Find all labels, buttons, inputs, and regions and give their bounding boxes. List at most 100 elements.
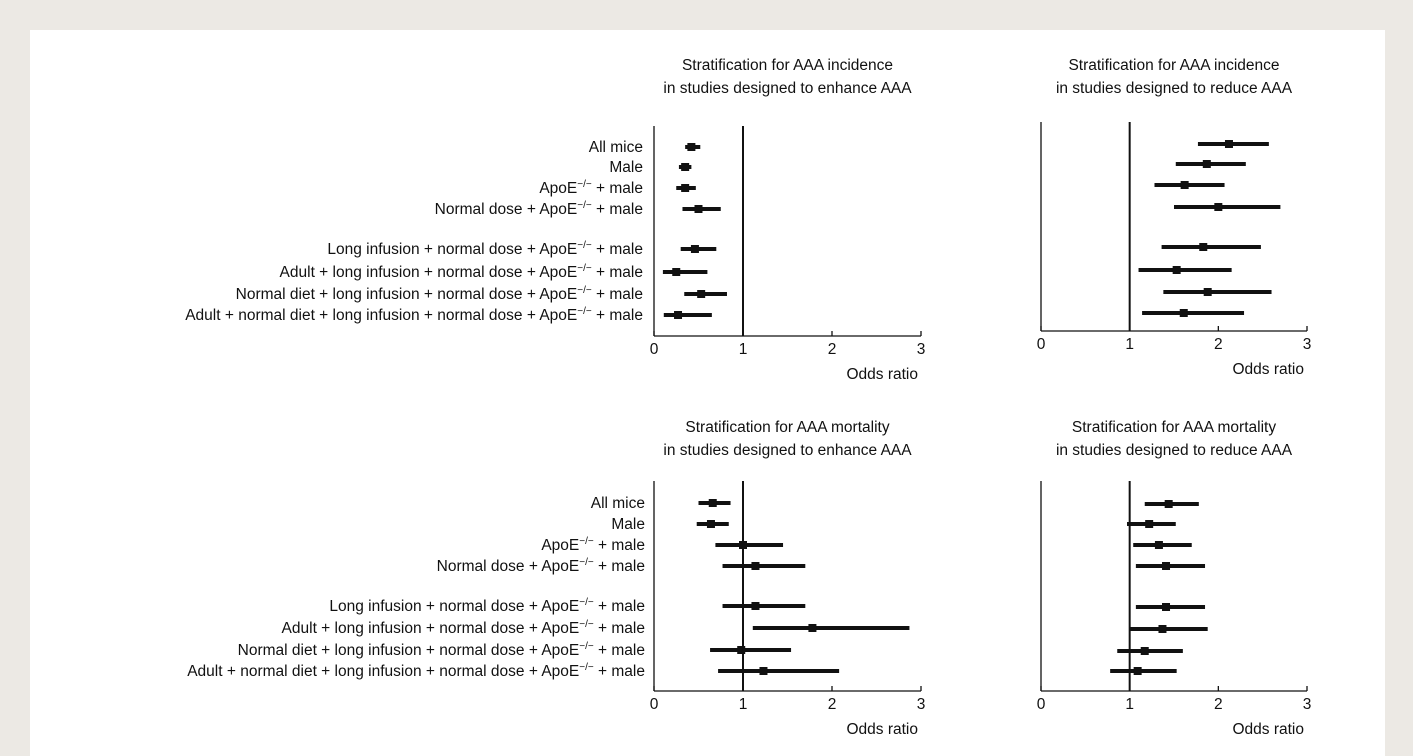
x-tick-label: 2 xyxy=(1214,336,1223,353)
category-label: Adult + long infusion + normal dose + Ap… xyxy=(280,263,643,281)
category-label-text: Normal dose + ApoE xyxy=(435,201,578,218)
point-estimate xyxy=(697,290,706,298)
x-tick-label: 0 xyxy=(1037,336,1046,353)
point-estimate xyxy=(681,163,690,171)
point-estimate xyxy=(1203,288,1212,296)
chart-title-line-1: Stratification for AAA incidence xyxy=(682,57,893,74)
forest-plot-figure: Stratification for AAA incidence in studi… xyxy=(185,57,1312,738)
point-estimate xyxy=(1145,520,1154,528)
category-label: Normal diet + long infusion + normal dos… xyxy=(238,641,645,659)
point-estimate xyxy=(1202,160,1211,168)
x-tick-label: 2 xyxy=(1214,696,1223,713)
category-label: All mice xyxy=(589,139,643,156)
category-label: Male xyxy=(611,516,645,533)
category-label: Adult + long infusion + normal dose + Ap… xyxy=(282,619,645,637)
category-label-superscript: −/− xyxy=(579,641,594,652)
category-label: ApoE−/− + male xyxy=(541,536,645,554)
point-estimate xyxy=(1172,266,1181,274)
category-label-superscript: −/− xyxy=(577,240,592,251)
point-estimate xyxy=(1180,181,1189,189)
chart-title-line-2: in studies designed to enhance AAA xyxy=(663,442,912,459)
point-estimate xyxy=(672,268,681,276)
category-label-superscript: −/− xyxy=(579,597,594,608)
category-label: ApoE−/− + male xyxy=(539,179,643,197)
category-label-text: All mice xyxy=(591,495,645,512)
x-tick-label: 0 xyxy=(650,341,659,358)
chart-title-line-2: in studies designed to reduce AAA xyxy=(1056,80,1293,97)
category-label-superscript: −/− xyxy=(577,285,592,296)
x-tick-label: 1 xyxy=(1125,696,1134,713)
figure-panel: Stratification for AAA incidence in studi… xyxy=(30,30,1385,756)
category-label: Adult + normal diet + long infusion + no… xyxy=(185,306,643,324)
category-label-suffix: + male xyxy=(594,663,645,680)
point-estimate xyxy=(687,143,696,151)
category-label-superscript: −/− xyxy=(579,662,594,673)
category-label-text: Adult + long infusion + normal dose + Ap… xyxy=(282,620,580,637)
x-axis-label: Odds ratio xyxy=(846,721,918,738)
category-label: Normal dose + ApoE−/− + male xyxy=(437,557,645,575)
chart-title-line-1: Stratification for AAA incidence xyxy=(1068,57,1279,74)
point-estimate xyxy=(1140,647,1149,655)
x-tick-label: 2 xyxy=(828,341,837,358)
category-label-text: Long infusion + normal dose + ApoE xyxy=(329,598,579,615)
category-label-superscript: −/− xyxy=(577,263,592,274)
x-tick-label: 3 xyxy=(917,341,926,358)
x-tick-label: 2 xyxy=(828,696,837,713)
chart-title-line-1: Stratification for AAA mortality xyxy=(685,419,889,436)
point-estimate xyxy=(1179,309,1188,317)
category-label-text: ApoE xyxy=(539,180,577,197)
point-estimate xyxy=(739,541,747,549)
x-tick-label: 1 xyxy=(1125,336,1134,353)
category-label-superscript: −/− xyxy=(577,306,592,317)
category-label-superscript: −/− xyxy=(579,619,594,630)
category-label-text: Normal dose + ApoE xyxy=(437,558,580,575)
category-label-suffix: + male xyxy=(594,598,645,615)
category-label: Long infusion + normal dose + ApoE−/− + … xyxy=(327,240,643,258)
category-label-text: Adult + normal diet + long infusion + no… xyxy=(187,663,579,680)
category-label: All mice xyxy=(591,495,645,512)
point-estimate xyxy=(1158,625,1167,633)
chart-title-line-2: in studies designed to reduce AAA xyxy=(1056,442,1293,459)
category-label-text: Long infusion + normal dose + ApoE xyxy=(327,241,577,258)
point-estimate xyxy=(737,646,746,654)
category-label-text: Adult + long infusion + normal dose + Ap… xyxy=(280,264,578,281)
point-estimate xyxy=(694,205,703,213)
category-label: Adult + normal diet + long infusion + no… xyxy=(187,662,645,680)
point-estimate xyxy=(751,602,760,610)
category-label-suffix: + male xyxy=(592,201,643,218)
x-axis-label: Odds ratio xyxy=(1232,721,1304,738)
category-label-superscript: −/− xyxy=(577,200,592,211)
category-label-suffix: + male xyxy=(592,286,643,303)
point-estimate xyxy=(681,184,690,192)
point-estimate xyxy=(1154,541,1163,549)
x-axis-label: Odds ratio xyxy=(846,366,918,383)
category-label-text: Male xyxy=(611,516,645,533)
x-axis-label: Odds ratio xyxy=(1232,361,1304,378)
category-label-text: ApoE xyxy=(541,537,579,554)
category-label-suffix: + male xyxy=(594,537,645,554)
x-tick-label: 3 xyxy=(1303,696,1312,713)
category-label-suffix: + male xyxy=(592,264,643,281)
x-tick-label: 3 xyxy=(917,696,926,713)
point-estimate xyxy=(1133,667,1142,675)
category-label-text: Normal diet + long infusion + normal dos… xyxy=(238,642,580,659)
category-label-text: Male xyxy=(609,159,643,176)
x-tick-label: 1 xyxy=(739,341,748,358)
category-label-text: Adult + normal diet + long infusion + no… xyxy=(185,307,577,324)
category-label-suffix: + male xyxy=(594,642,645,659)
chart-title-line-2: in studies designed to enhance AAA xyxy=(663,80,912,97)
point-estimate xyxy=(808,624,817,632)
category-label: Male xyxy=(609,159,643,176)
category-label-suffix: + male xyxy=(592,180,643,197)
point-estimate xyxy=(706,520,715,528)
point-estimate xyxy=(708,499,717,507)
category-label: Normal dose + ApoE−/− + male xyxy=(435,200,643,218)
category-label-suffix: + male xyxy=(594,558,645,575)
chart-title-line-1: Stratification for AAA mortality xyxy=(1072,419,1276,436)
x-tick-label: 3 xyxy=(1303,336,1312,353)
category-label-superscript: −/− xyxy=(577,179,592,190)
point-estimate xyxy=(751,562,760,570)
point-estimate xyxy=(759,667,768,675)
point-estimate xyxy=(1214,203,1223,211)
x-tick-label: 0 xyxy=(1037,696,1046,713)
